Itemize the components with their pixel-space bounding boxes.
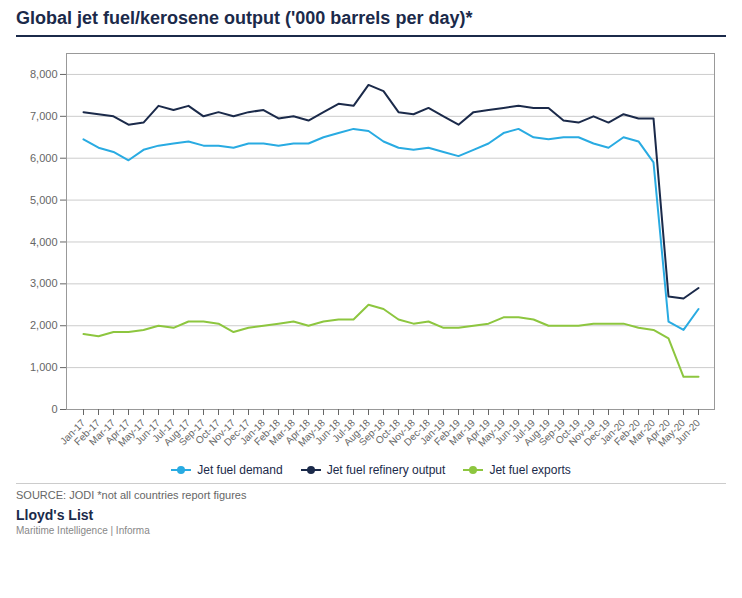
svg-text:Nov-17: Nov-17 — [206, 417, 238, 448]
svg-text:Mar-19: Mar-19 — [447, 417, 478, 448]
svg-text:Apr-17: Apr-17 — [103, 417, 133, 447]
svg-text:Jul-18: Jul-18 — [330, 417, 358, 445]
svg-text:Feb-18: Feb-18 — [252, 417, 283, 448]
svg-text:Oct-17: Oct-17 — [193, 417, 223, 447]
html-text:Maritime Intelligence | Inform: Maritime Intelligence | Informa — [16, 525, 150, 537]
svg-text:Mar-17: Mar-17 — [87, 417, 118, 448]
svg-text:5,000: 5,000 — [30, 194, 58, 206]
svg-text:Oct-19: Oct-19 — [553, 417, 583, 447]
svg-text:2,000: 2,000 — [30, 319, 58, 331]
svg-text:3,000: 3,000 — [30, 277, 58, 289]
svg-text:Jan-17: Jan-17 — [57, 417, 88, 447]
svg-text:4,000: 4,000 — [30, 235, 58, 247]
svg-text:Aug-19: Aug-19 — [521, 417, 553, 448]
svg-text:6,000: 6,000 — [30, 152, 58, 164]
svg-text:Feb-19: Feb-19 — [432, 417, 463, 448]
svg-text:1,000: 1,000 — [30, 361, 58, 373]
svg-text:Feb-17: Feb-17 — [72, 417, 103, 448]
svg-text:Jan-20: Jan-20 — [597, 417, 628, 447]
svg-text:Nov-19: Nov-19 — [566, 417, 598, 448]
svg-text:Mar-18: Mar-18 — [267, 417, 298, 448]
svg-text:May-17: May-17 — [115, 417, 148, 449]
svg-text:Nov-18: Nov-18 — [386, 417, 418, 448]
svg-text:Jan-18: Jan-18 — [237, 417, 268, 447]
svg-text:Oct-18: Oct-18 — [373, 417, 403, 447]
svg-text:Jun-17: Jun-17 — [132, 417, 163, 447]
svg-text:7,000: 7,000 — [30, 110, 58, 122]
html-text:Global jet fuel/kerosene outpu: Global jet fuel/kerosene output ('000 ba… — [16, 8, 473, 28]
svg-text:Aug-18: Aug-18 — [341, 417, 373, 448]
svg-text:Apr-19: Apr-19 — [463, 417, 493, 447]
svg-text:Sep-17: Sep-17 — [176, 417, 208, 448]
svg-text:Apr-18: Apr-18 — [283, 417, 313, 447]
svg-text:Jun-20: Jun-20 — [673, 417, 703, 447]
html-text:SOURCE: JODI *not all countrie: SOURCE: JODI *not all countries report f… — [16, 489, 247, 501]
html-text:Jet fuel demand: Jet fuel demand — [197, 463, 283, 477]
svg-text:Aug-17: Aug-17 — [161, 417, 193, 448]
svg-text:Dec-17: Dec-17 — [221, 417, 253, 448]
svg-text:Apr-20: Apr-20 — [643, 417, 673, 447]
svg-text:May-20: May-20 — [655, 417, 688, 449]
svg-text:8,000: 8,000 — [30, 68, 58, 80]
svg-text:May-18: May-18 — [295, 417, 328, 449]
svg-text:Jul-17: Jul-17 — [150, 417, 178, 445]
svg-text:Jun-19: Jun-19 — [492, 417, 523, 447]
svg-text:Jun-18: Jun-18 — [312, 417, 343, 447]
html-text:Jet fuel refinery output: Jet fuel refinery output — [326, 463, 446, 477]
html-text:Jet fuel exports: Jet fuel exports — [489, 463, 571, 477]
svg-text:May-19: May-19 — [475, 417, 508, 449]
svg-text:Dec-18: Dec-18 — [401, 417, 433, 448]
svg-text:Jul-19: Jul-19 — [510, 417, 538, 445]
svg-text:Feb-20: Feb-20 — [612, 417, 643, 448]
html-text:Lloyd's List: Lloyd's List — [16, 507, 94, 524]
svg-text:Sep-19: Sep-19 — [536, 417, 568, 448]
svg-text:Dec-19: Dec-19 — [581, 417, 613, 448]
svg-text:Mar-20: Mar-20 — [627, 417, 658, 448]
svg-text:0: 0 — [51, 403, 57, 415]
svg-text:Jan-19: Jan-19 — [417, 417, 448, 447]
svg-text:Sep-18: Sep-18 — [356, 417, 388, 448]
